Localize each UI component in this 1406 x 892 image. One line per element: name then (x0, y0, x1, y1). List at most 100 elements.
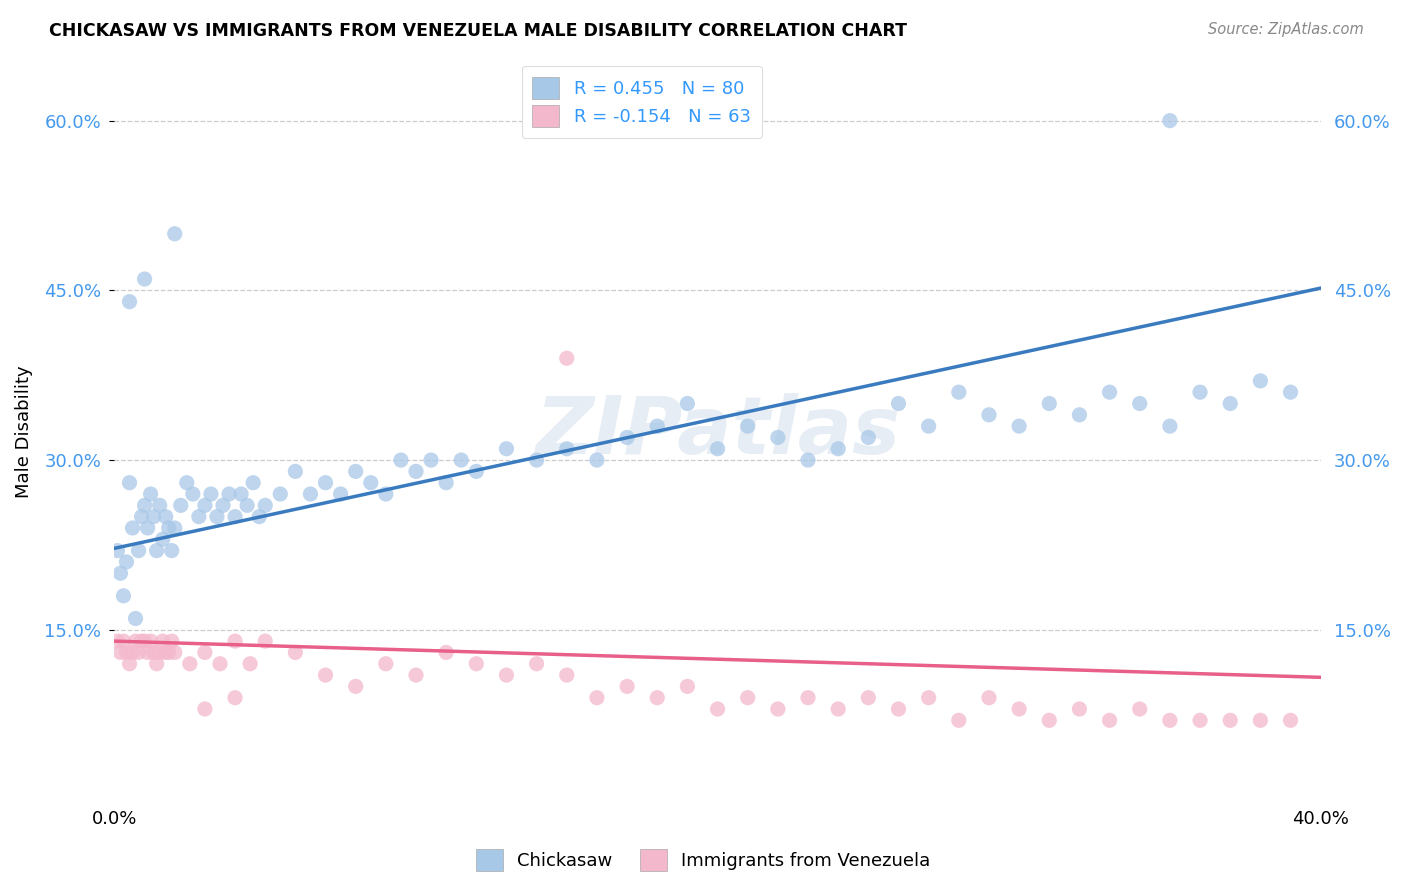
Point (1159, 714, 1181, 728)
Point (1069, 702, 1091, 716)
Point (405, 668, 427, 682)
Point (179, 657, 201, 671)
Point (247, 509, 270, 524)
Point (1038, 714, 1060, 728)
Point (1219, 396, 1241, 410)
Point (142, 645, 165, 659)
Point (737, 419, 759, 434)
Point (152, 533, 174, 547)
Legend: Chickasaw, Immigrants from Venezuela: Chickasaw, Immigrants from Venezuela (468, 842, 938, 879)
Point (157, 645, 180, 659)
Y-axis label: Male Disability: Male Disability (15, 366, 32, 498)
Point (160, 634, 183, 648)
Point (1038, 396, 1060, 410)
Point (194, 499, 217, 513)
Point (131, 634, 153, 648)
Point (187, 509, 209, 524)
Point (149, 499, 172, 513)
Point (827, 442, 849, 456)
Point (887, 396, 910, 410)
Point (229, 487, 252, 501)
Point (163, 227, 186, 241)
Point (465, 657, 488, 671)
Point (134, 499, 156, 513)
Point (1279, 714, 1302, 728)
Point (112, 634, 135, 648)
Point (766, 702, 789, 716)
Point (586, 690, 609, 705)
Point (434, 475, 457, 490)
Point (917, 690, 939, 705)
Point (136, 521, 159, 535)
Point (948, 714, 970, 728)
Point (374, 657, 396, 671)
Text: ZIPatlas: ZIPatlas (536, 392, 900, 471)
Point (194, 702, 217, 716)
Point (405, 464, 427, 478)
Point (242, 475, 264, 490)
Point (155, 509, 177, 524)
Point (163, 521, 186, 535)
Point (115, 645, 138, 659)
Point (254, 499, 277, 513)
Point (676, 396, 699, 410)
Point (1189, 385, 1212, 400)
Point (1129, 396, 1152, 410)
Point (616, 430, 638, 444)
Point (797, 690, 820, 705)
Point (200, 487, 222, 501)
Point (136, 645, 159, 659)
Point (315, 668, 337, 682)
Point (269, 487, 291, 501)
Point (1219, 714, 1241, 728)
Point (110, 566, 132, 581)
Point (115, 555, 138, 569)
Point (586, 453, 609, 467)
Point (858, 430, 880, 444)
Point (299, 487, 322, 501)
Point (374, 487, 396, 501)
Point (977, 690, 1000, 705)
Point (118, 294, 141, 309)
Point (170, 499, 193, 513)
Point (737, 690, 759, 705)
Point (344, 464, 367, 478)
Point (128, 543, 150, 558)
Point (208, 657, 231, 671)
Point (827, 702, 849, 716)
Point (420, 453, 443, 467)
Point (128, 645, 150, 659)
Point (495, 668, 517, 682)
Point (645, 690, 668, 705)
Point (163, 645, 186, 659)
Point (1129, 702, 1152, 716)
Point (112, 589, 135, 603)
Point (676, 679, 699, 693)
Point (887, 702, 910, 716)
Point (145, 657, 167, 671)
Point (224, 634, 246, 648)
Point (139, 487, 162, 501)
Point (315, 475, 337, 490)
Point (1279, 385, 1302, 400)
Point (118, 475, 141, 490)
Point (450, 453, 472, 467)
Point (145, 543, 167, 558)
Point (152, 634, 174, 648)
Point (465, 464, 488, 478)
Point (1159, 419, 1181, 434)
Point (495, 442, 517, 456)
Point (766, 430, 789, 444)
Point (797, 453, 820, 467)
Point (176, 475, 198, 490)
Point (1098, 385, 1121, 400)
Point (224, 690, 246, 705)
Point (181, 487, 204, 501)
Point (1008, 702, 1031, 716)
Point (706, 442, 728, 456)
Point (555, 351, 578, 366)
Point (284, 464, 307, 478)
Point (160, 543, 183, 558)
Legend: R = 0.455   N = 80, R = -0.154   N = 63: R = 0.455 N = 80, R = -0.154 N = 63 (522, 66, 762, 137)
Point (706, 702, 728, 716)
